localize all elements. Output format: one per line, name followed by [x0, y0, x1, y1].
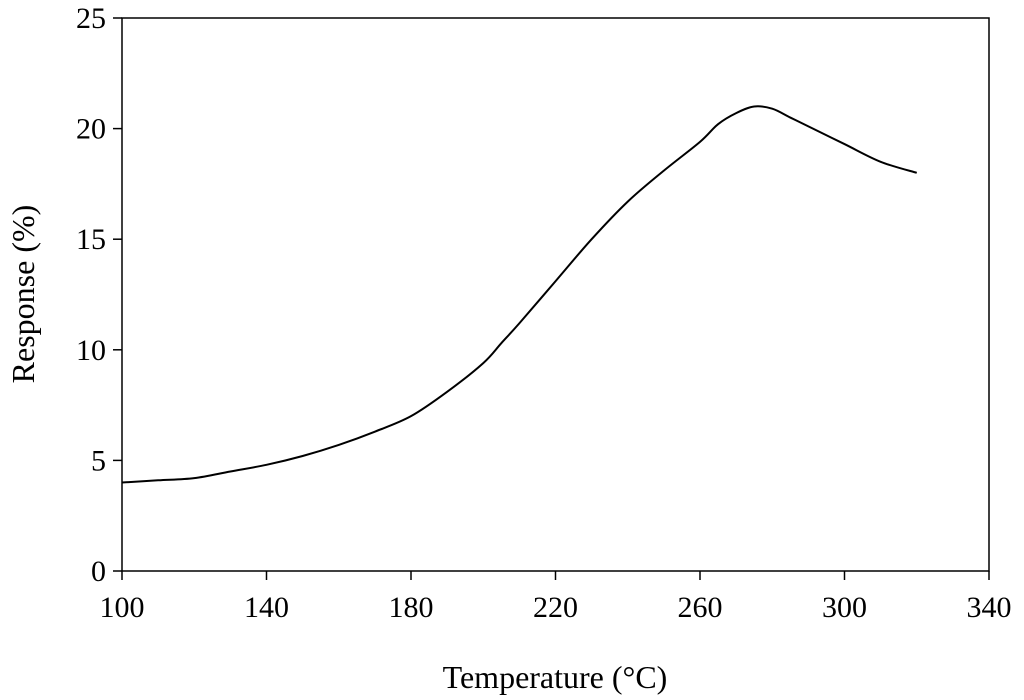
y-tick-label: 10: [76, 334, 106, 367]
x-tick-label: 140: [244, 591, 289, 624]
x-tick-label: 180: [389, 591, 434, 624]
plot-area-frame: [121, 17, 990, 572]
series-line-0: [121, 105, 918, 484]
x-tick-label: 260: [678, 591, 723, 624]
y-tick-label: 15: [76, 223, 106, 256]
x-axis-title: Temperature (°C): [443, 659, 668, 695]
y-axis-ticks: 0 5 10 15 20 25: [76, 2, 122, 588]
x-tick-label: 340: [967, 591, 1012, 624]
series-layer: [121, 105, 918, 484]
y-tick-label: 25: [76, 2, 106, 35]
x-axis-ticks: 100 140 180 220 260 300 340: [100, 571, 1012, 624]
y-tick-label: 5: [91, 444, 106, 477]
x-tick-label: 220: [533, 591, 578, 624]
y-tick-label: 0: [91, 555, 106, 588]
x-tick-label: 300: [822, 591, 867, 624]
y-tick-label: 20: [76, 113, 106, 146]
x-tick-label: 100: [100, 591, 145, 624]
y-axis-title: Response (%): [5, 205, 41, 384]
